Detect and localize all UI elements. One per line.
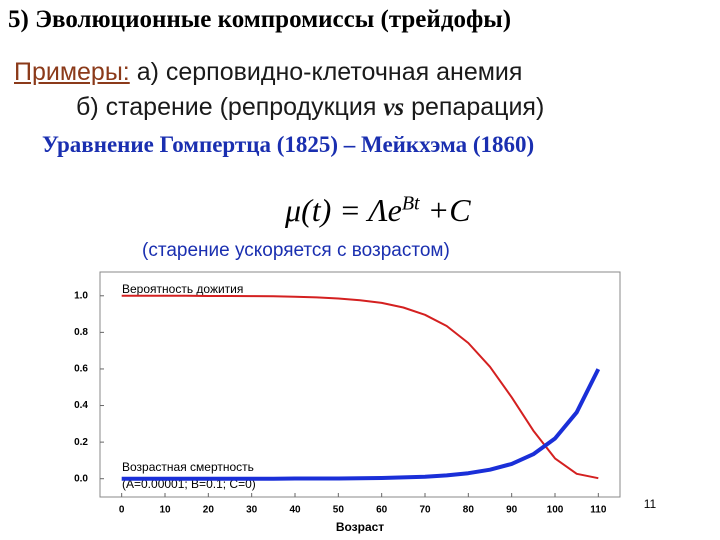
formula-exp: Bt: [401, 192, 420, 215]
x-axis-label: Возраст: [336, 520, 384, 534]
x-tick-label: 40: [289, 505, 301, 516]
series-line: [121, 294, 599, 480]
x-tick-label: 20: [203, 505, 215, 516]
y-tick-label: 0.6: [74, 364, 88, 375]
examples-label: Примеры:: [14, 58, 130, 86]
example-b-end: репарация): [404, 93, 545, 121]
y-tick-label: 0.2: [74, 437, 88, 448]
x-tick-label: 10: [159, 505, 171, 516]
annotation: Вероятность дожития: [122, 282, 243, 296]
x-tick-label: 90: [506, 505, 518, 516]
example-b-line: б) старение (репродукция vs репарация): [76, 93, 544, 122]
x-tick-label: 50: [333, 505, 345, 516]
y-tick-label: 0.8: [74, 327, 88, 338]
formula-tail: +C: [427, 192, 471, 228]
x-tick-label: 30: [246, 505, 258, 516]
x-tick-label: 60: [376, 505, 388, 516]
x-tick-label: 100: [547, 505, 564, 516]
series-line: [121, 368, 601, 481]
x-tick-label: 80: [463, 505, 475, 516]
heading: 5) Эволюционные компромиссы (трейдофы): [8, 6, 512, 33]
y-tick-label: 1.0: [74, 290, 88, 301]
note: (старение ускоряется с возрастом): [142, 240, 450, 261]
formula-main: μ(t) = Λe: [285, 192, 402, 228]
page-number: 11: [644, 497, 657, 511]
y-tick-label: 0.4: [74, 400, 88, 411]
example-a-line: Примеры: а) серповидно-клеточная анемия: [14, 58, 522, 87]
equation-title: Уравнение Гомпертца (1825) – Мейкхэма (1…: [42, 132, 535, 157]
y-tick-label: 0.0: [74, 473, 88, 484]
annotation: Возрастная смертность: [122, 460, 254, 474]
example-b-vs: vs: [383, 94, 405, 121]
plot-frame: [99, 271, 621, 498]
x-tick-label: 110: [590, 505, 607, 516]
example-b: б) старение (репродукция: [76, 93, 384, 121]
x-tick-label: 70: [419, 505, 431, 516]
formula: μ(t) = ΛeBt +C: [285, 192, 471, 229]
x-tick-label: 0: [119, 505, 125, 516]
example-a: а) серповидно-клеточная анемия: [136, 58, 523, 86]
